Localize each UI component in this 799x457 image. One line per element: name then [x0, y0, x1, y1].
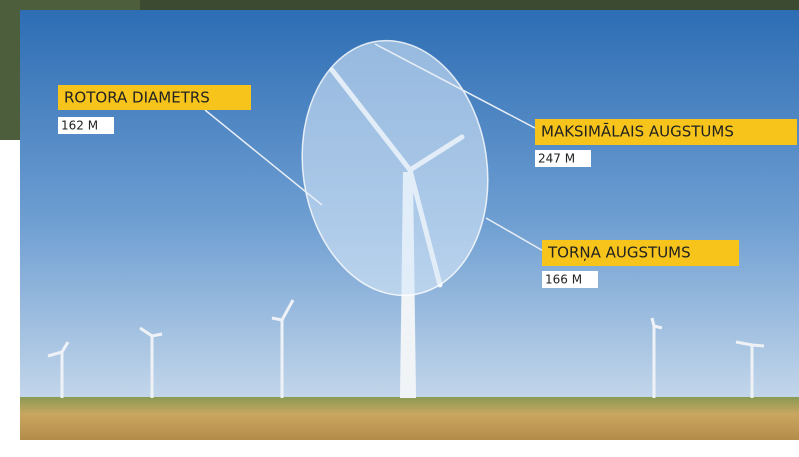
infographic: ROTORA DIAMETRS 162 M MAKSIMĀLAIS AUGSTU…: [0, 0, 799, 457]
label-value: 247 M: [538, 152, 575, 166]
label-title: MAKSIMĀLAIS AUGSTUMS: [541, 123, 734, 141]
label-title: TORŅA AUGSTUMS: [547, 244, 691, 262]
label-value: 166 M: [545, 273, 582, 287]
label-title: ROTORA DIAMETRS: [64, 89, 210, 107]
field: [20, 397, 799, 440]
label-value: 162 M: [61, 119, 98, 133]
page: ROTORA DIAMETRS 162 M MAKSIMĀLAIS AUGSTU…: [0, 0, 799, 457]
